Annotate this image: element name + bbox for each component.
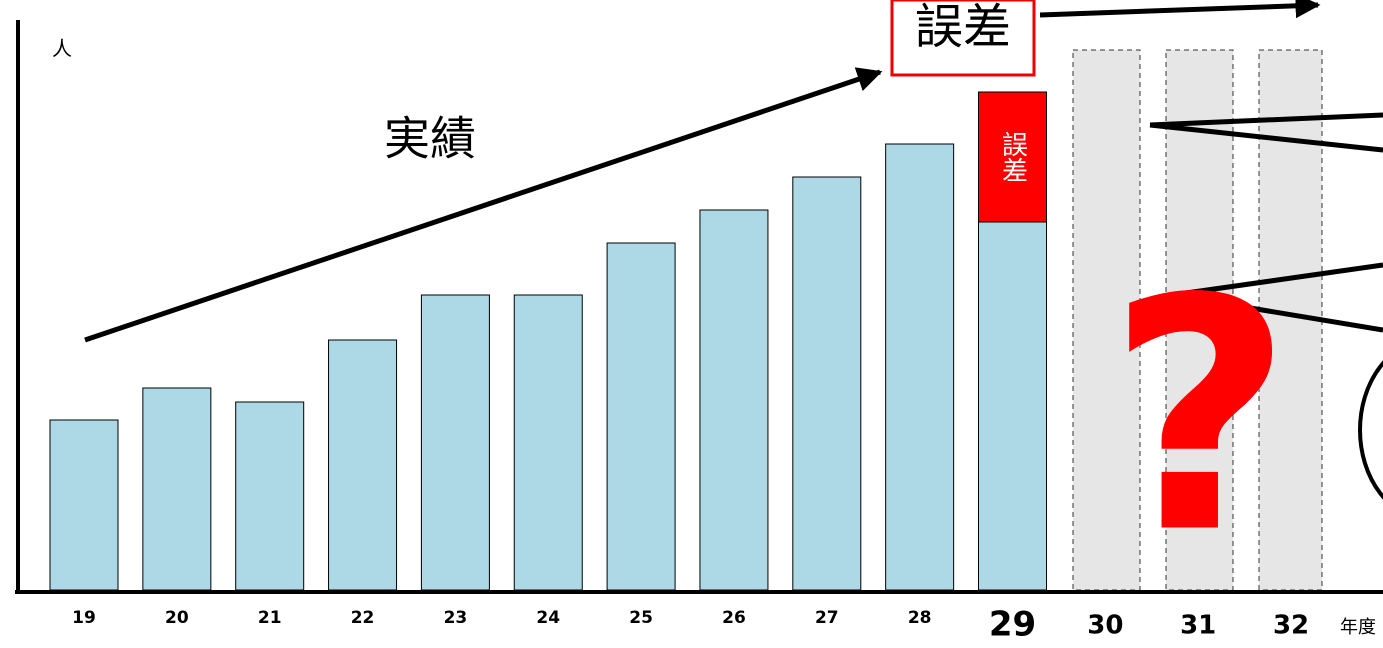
x-tick-label: 30 — [1087, 611, 1123, 641]
x-tick-label: 22 — [351, 608, 375, 628]
bar — [420, 294, 490, 591]
x-tick-label: 32 — [1273, 611, 1309, 641]
x-tick-label: 31 — [1180, 611, 1216, 641]
x-tick-label: 20 — [165, 608, 189, 628]
bar — [978, 221, 1047, 591]
x-tick-label: 25 — [629, 608, 653, 628]
question-mark: ? — [1107, 232, 1293, 604]
x-tick-label: 27 — [815, 608, 839, 628]
bar — [885, 143, 955, 591]
x-tick-label: 19 — [72, 608, 96, 628]
bar — [606, 242, 676, 591]
segment-label: 誤差 — [998, 131, 1028, 183]
bar — [513, 294, 583, 591]
bar — [142, 387, 212, 591]
bar — [792, 176, 862, 591]
bar — [699, 209, 769, 591]
x-tick-label: 26 — [722, 608, 746, 628]
bar — [235, 401, 305, 591]
x-tick-label: 29 — [989, 605, 1036, 645]
annotation: 誤差 — [915, 0, 1011, 55]
bar — [49, 419, 119, 591]
x-tick-label: 24 — [536, 608, 560, 628]
x-tick-label: 28 — [908, 608, 932, 628]
x-tick-label: 21 — [258, 608, 282, 628]
bar — [328, 339, 398, 591]
y-axis-label: 人 — [52, 37, 72, 61]
bar — [978, 91, 1047, 223]
x-tick-label: 23 — [444, 608, 468, 628]
series-label: 実績 — [384, 112, 476, 166]
annotation-box — [890, 0, 1036, 77]
x-axis-label: 年度 — [1340, 617, 1376, 638]
decorations — [15, 0, 1383, 594]
